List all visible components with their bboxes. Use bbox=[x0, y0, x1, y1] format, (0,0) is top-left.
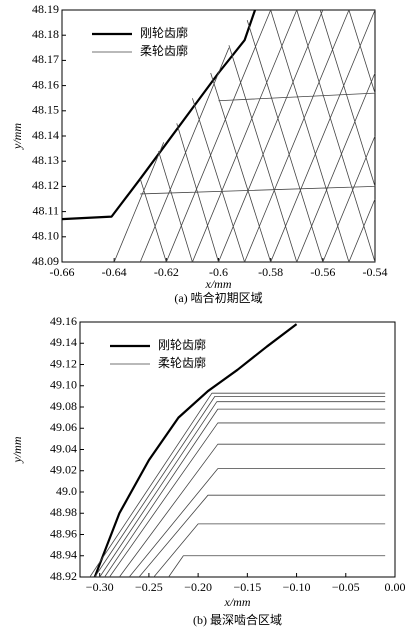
x-tick-label: −0.05 bbox=[332, 580, 360, 594]
x-tick-label: -0.58 bbox=[258, 265, 283, 279]
x-axis-label: x/mm bbox=[224, 595, 251, 609]
y-tick-label: 48.96 bbox=[50, 526, 77, 540]
y-tick-label: 48.10 bbox=[32, 229, 59, 243]
x-tick-label: 0.00 bbox=[385, 580, 406, 594]
legend-bg bbox=[106, 356, 232, 372]
y-tick-label: 48.13 bbox=[32, 153, 59, 167]
y-tick-label: 48.12 bbox=[32, 178, 59, 192]
y-tick-label: 49.0 bbox=[56, 484, 77, 498]
legend-bg bbox=[106, 338, 232, 354]
y-tick-label: 48.15 bbox=[32, 103, 59, 117]
y-tick-label: 48.09 bbox=[32, 254, 59, 268]
y-tick-label: 48.17 bbox=[32, 52, 59, 66]
legend-bg bbox=[88, 44, 214, 60]
x-tick-label: −0.30 bbox=[86, 580, 114, 594]
y-tick-label: 48.14 bbox=[32, 128, 59, 142]
y-tick-label: 49.10 bbox=[50, 378, 77, 392]
y-tick-label: 49.06 bbox=[50, 420, 77, 434]
x-tick-label: -0.62 bbox=[154, 265, 179, 279]
legend-bg bbox=[88, 26, 214, 42]
x-tick-label: -0.64 bbox=[102, 265, 127, 279]
x-axis-label: x/mm bbox=[205, 277, 232, 291]
legend-label: 刚轮齿廓 bbox=[140, 25, 188, 40]
x-tick-label: −0.15 bbox=[233, 580, 261, 594]
x-tick-label: −0.20 bbox=[184, 580, 212, 594]
series-line bbox=[61, 9, 257, 221]
y-tick-label: 48.18 bbox=[32, 27, 59, 41]
x-tick-label: −0.25 bbox=[135, 580, 163, 594]
series-line bbox=[93, 323, 298, 578]
series-line bbox=[89, 392, 386, 578]
y-tick-label: 48.16 bbox=[32, 77, 59, 91]
y-axis-label: y/mm bbox=[10, 436, 24, 463]
y-tick-label: 48.94 bbox=[50, 548, 77, 562]
y-tick-label: 49.12 bbox=[50, 356, 77, 370]
x-tick-label: -0.56 bbox=[310, 265, 335, 279]
x-tick-label: -0.54 bbox=[363, 265, 388, 279]
y-tick-label: 48.11 bbox=[32, 203, 59, 217]
y-tick-label: 49.14 bbox=[50, 335, 77, 349]
y-tick-label: 49.02 bbox=[50, 463, 77, 477]
legend-label: 刚轮齿廓 bbox=[158, 337, 206, 352]
caption: (b) 最深啮合区域 bbox=[193, 612, 282, 627]
y-tick-label: 48.98 bbox=[50, 505, 77, 519]
legend-label: 柔轮齿廓 bbox=[158, 355, 206, 370]
y-tick-label: 48.19 bbox=[32, 2, 59, 16]
legend-label: 柔轮齿廓 bbox=[140, 43, 188, 58]
y-tick-label: 49.16 bbox=[50, 314, 77, 328]
y-tick-label: 49.08 bbox=[50, 399, 77, 413]
y-axis-label: y/mm bbox=[10, 123, 24, 150]
caption: (a) 啮合初期区域 bbox=[174, 290, 262, 305]
y-tick-label: 49.04 bbox=[50, 441, 77, 455]
x-tick-label: -0.6 bbox=[209, 265, 228, 279]
x-tick-label: −0.10 bbox=[283, 580, 311, 594]
x-tick-label: -0.66 bbox=[50, 265, 75, 279]
y-tick-label: 48.92 bbox=[50, 569, 77, 583]
series-line bbox=[113, 9, 376, 263]
